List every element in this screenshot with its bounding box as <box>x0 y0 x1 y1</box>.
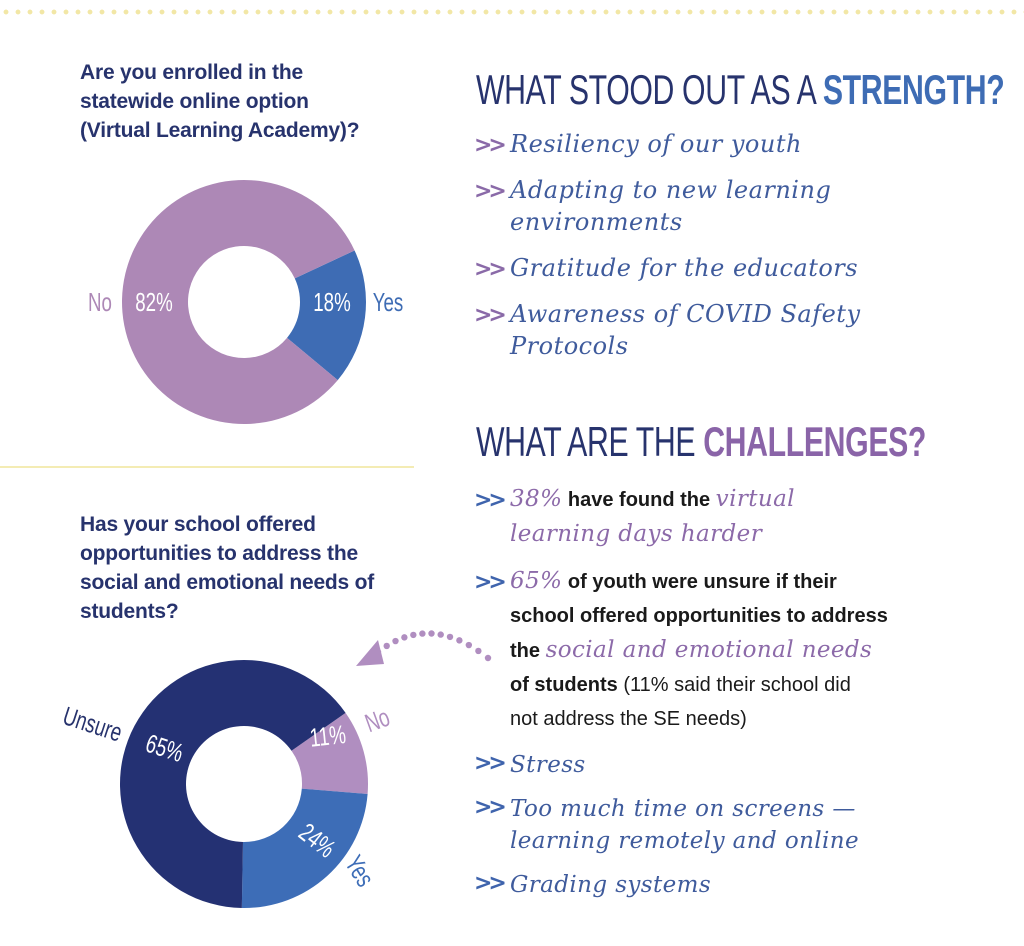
question-social-emotional: Has your school offered opportunities to… <box>80 513 375 623</box>
connector-dot <box>410 631 417 639</box>
connector-dot <box>419 630 426 637</box>
challenges-list: >> 38% have found the virtual learning da… <box>474 483 994 913</box>
challenge-item: >> Grading systems <box>474 869 994 901</box>
strength-text: Gratitude for the educators <box>510 254 859 282</box>
challenge-percent: 65% <box>510 568 563 594</box>
connector-dot <box>392 637 399 645</box>
connector-dot <box>446 633 454 641</box>
strength-text: Adapting to new learning environments <box>510 176 832 236</box>
challenge-heading-prefix: WHAT ARE THE <box>476 418 704 465</box>
chevron-icon: >> <box>474 488 507 513</box>
data-label-no: 82% <box>135 287 172 317</box>
strength-heading: WHAT STOOD OUT AS A STRENGTH? <box>476 66 1005 114</box>
slice-no <box>291 712 368 794</box>
challenge-text: Too much time on screens — learning remo… <box>510 796 860 854</box>
challenge-item: >> Too much time on screens — learning re… <box>474 793 994 857</box>
challenge-handwritten: social and emotional needs <box>545 637 873 663</box>
strength-item: >> Adapting to new learning environments <box>474 174 994 238</box>
challenge-item: >> 65% of youth were unsure if their scho… <box>474 565 994 737</box>
connector-dot <box>428 630 435 637</box>
connector-dot <box>401 634 408 641</box>
chevron-icon: >> <box>474 795 507 820</box>
connector-dot <box>383 642 390 650</box>
chevron-icon: >> <box>474 179 507 204</box>
challenge-text: Stress <box>510 752 586 778</box>
slice-yes <box>241 788 368 908</box>
strength-text: Awareness of COVID Safety Protocols <box>510 300 861 360</box>
slice-label-unsure: Unsure <box>59 700 126 747</box>
strength-heading-prefix: WHAT STOOD OUT AS A <box>476 66 823 113</box>
donut-chart-enrollment: 82% No 18% Yes <box>88 179 404 424</box>
slice-label-no: No <box>88 287 112 317</box>
challenge-percent: 38% <box>510 486 563 512</box>
challenge-text: of youth were unsure if their school off… <box>510 571 888 662</box>
chevron-icon: >> <box>474 133 507 158</box>
strength-item: >> Awareness of COVID Safety Protocols <box>474 298 994 362</box>
slice-label-yes: Yes <box>373 287 404 317</box>
slice-label-yes: Yes <box>339 850 380 892</box>
strength-heading-accent: STRENGTH? <box>822 66 1005 113</box>
strength-text: Resiliency of our youth <box>510 130 802 158</box>
chevron-icon: >> <box>474 257 507 282</box>
challenge-note: (11% said their school did not address t… <box>510 674 851 730</box>
slice-no <box>121 179 355 424</box>
dotted-arrow-connector <box>356 630 492 666</box>
challenge-heading: WHAT ARE THE CHALLENGES? <box>476 418 926 466</box>
connector-dot <box>456 637 463 644</box>
strength-item: >> Gratitude for the educators <box>474 252 994 284</box>
strengths-list: >> Resiliency of our youth >> Adapting to … <box>474 128 994 376</box>
slice-yes <box>287 250 366 381</box>
slice-unsure <box>119 660 346 908</box>
challenge-text: have found the <box>562 489 716 511</box>
challenge-handwritten: virtual learning days harder <box>510 486 795 547</box>
data-label-yes: 18% <box>313 287 350 317</box>
chevron-icon: >> <box>474 570 507 595</box>
connector-dot <box>465 641 473 649</box>
challenge-text: of students <box>510 674 618 696</box>
chevron-icon: >> <box>474 871 507 896</box>
dotted-border-top <box>0 8 1024 16</box>
arrowhead-icon <box>356 640 384 666</box>
challenge-text: Grading systems <box>510 872 712 898</box>
strength-item: >> Resiliency of our youth <box>474 128 994 160</box>
section-divider <box>0 466 414 468</box>
challenge-item: >> 38% have found the virtual learning da… <box>474 483 994 553</box>
connector-dot <box>437 631 444 638</box>
data-label-no: 11% <box>308 719 347 752</box>
chevron-icon: >> <box>474 303 507 328</box>
chevron-icon: >> <box>474 751 507 776</box>
slice-label-no: No <box>361 702 394 738</box>
challenge-item: >> Stress <box>474 749 994 781</box>
connector-dot <box>475 647 482 655</box>
challenge-heading-accent: CHALLENGES? <box>703 418 927 465</box>
connector-dot <box>484 654 492 662</box>
question-virtual-academy: Are you enrolled in the statewide online… <box>80 61 360 142</box>
